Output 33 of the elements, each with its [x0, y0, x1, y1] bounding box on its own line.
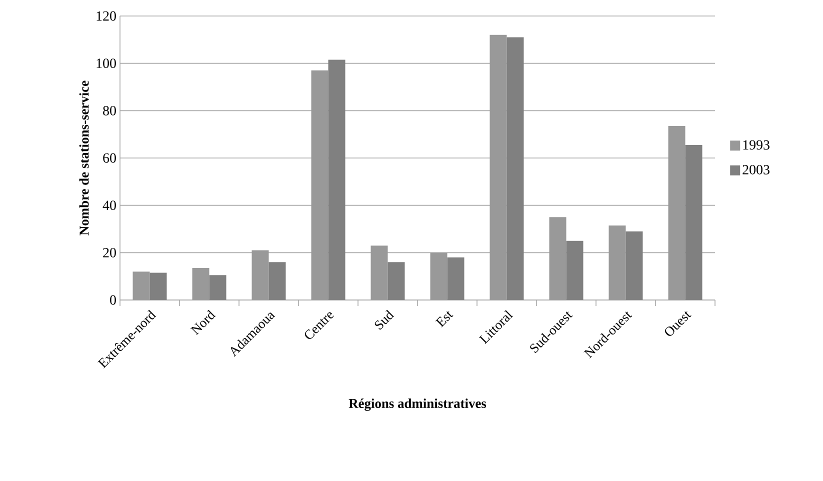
bar [268, 262, 286, 300]
legend-label: 2003 [742, 164, 770, 174]
x-tick-label: Est [435, 311, 454, 328]
y-tick-label: 0 [110, 295, 116, 305]
bar [549, 217, 566, 300]
legend-label: 1993 [743, 140, 770, 150]
y-tick-label: 100 [96, 58, 116, 68]
y-tick-label: 80 [103, 106, 116, 116]
bar [311, 70, 328, 300]
bar [506, 37, 524, 300]
bar [252, 250, 269, 300]
bar [150, 272, 167, 300]
bar [209, 275, 226, 300]
bar [132, 272, 150, 300]
bar [626, 231, 643, 300]
y-tick-label: 60 [103, 153, 116, 163]
bar [370, 246, 388, 300]
bar [192, 268, 210, 300]
bar [328, 60, 346, 300]
bar [685, 144, 702, 300]
x-axis-title: Régions administratives [348, 398, 486, 411]
bar [388, 262, 405, 300]
bar [566, 240, 584, 300]
y-axis-title: Nombre de stations-service [79, 80, 89, 236]
bar [447, 257, 464, 300]
y-tick-label: 120 [96, 11, 116, 21]
bar [668, 126, 686, 300]
x-tick-label: Sud [374, 310, 394, 330]
y-tick-label: 20 [103, 248, 116, 258]
y-tick-label: 40 [102, 200, 116, 210]
bar [608, 225, 626, 300]
bar [430, 252, 448, 300]
bar [490, 34, 507, 300]
